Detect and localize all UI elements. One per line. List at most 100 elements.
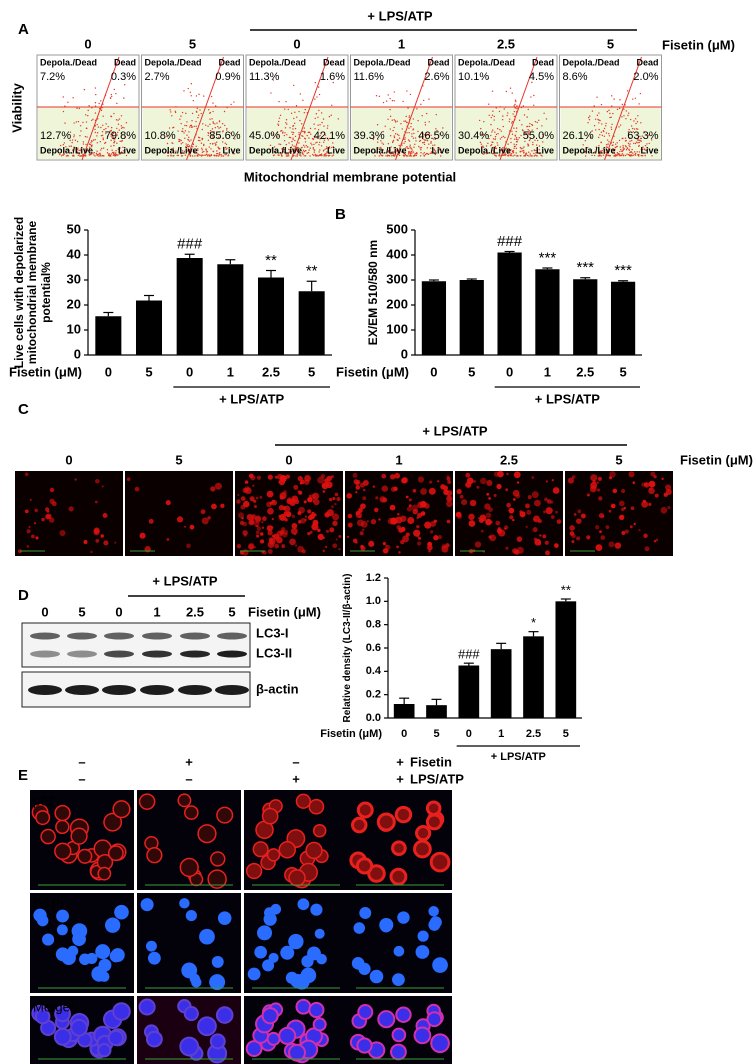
quadrant-value: 26.1% (563, 130, 594, 142)
cell (569, 525, 575, 531)
event-dot (317, 86, 320, 88)
event-dot (380, 146, 382, 149)
event-dot (209, 118, 211, 120)
quadrant-value: 85.6% (209, 130, 240, 142)
cell (598, 496, 603, 501)
band (217, 650, 247, 658)
event-dot (122, 152, 125, 154)
cell (35, 536, 39, 540)
band (180, 650, 210, 658)
error-bar (504, 250, 515, 253)
cell (372, 485, 376, 488)
event-dot (314, 136, 316, 139)
event-dot (79, 155, 82, 157)
event-dot (406, 90, 408, 92)
event-dot (536, 139, 539, 142)
event-dot (508, 150, 510, 153)
cell (408, 504, 412, 508)
event-dot (588, 119, 591, 121)
event-dot (492, 110, 494, 112)
event-dot (191, 155, 194, 157)
bar (459, 280, 484, 355)
quadrant-value: 2.7% (145, 71, 170, 83)
event-dot (270, 92, 272, 94)
event-dot (190, 148, 193, 151)
event-dot (75, 121, 78, 123)
gate-line (604, 56, 642, 161)
event-dot (502, 125, 504, 128)
event-dot (587, 122, 589, 124)
event-dot (309, 127, 312, 130)
event-dot (393, 119, 395, 121)
bar (135, 300, 163, 355)
event-dot (404, 140, 406, 143)
event-dot (316, 154, 318, 157)
event-dot (198, 93, 200, 96)
nucleus (98, 958, 112, 972)
cell (418, 536, 422, 540)
x-tick-label: 2.5 (262, 364, 280, 379)
event-dot (419, 139, 422, 142)
event-dot (209, 111, 212, 114)
dose-label: 1 (395, 452, 402, 467)
event-dot (372, 137, 375, 139)
event-dot (408, 147, 410, 150)
nucleus (288, 933, 304, 950)
cell (297, 476, 303, 482)
cell (417, 476, 425, 483)
x-tick-label: 0 (186, 364, 193, 379)
y-tick-label: 40 (67, 246, 81, 261)
cell (179, 857, 199, 878)
cell (466, 477, 474, 485)
event-dot (488, 103, 490, 105)
event-dot (177, 130, 179, 132)
event-dot (95, 152, 98, 155)
event-dot (436, 129, 438, 132)
cell (355, 857, 374, 875)
cell (447, 480, 452, 484)
condition-sign: – (78, 771, 85, 786)
event-dot (170, 111, 172, 113)
y-tick-label: 1.2 (366, 572, 381, 584)
event-dot (608, 132, 610, 135)
cell (101, 485, 104, 488)
event-dot (298, 132, 300, 134)
event-dot (409, 146, 411, 148)
event-dot (84, 135, 87, 138)
event-dot (171, 142, 173, 144)
event-dot (232, 152, 234, 155)
event-dot (323, 149, 325, 151)
event-dot (480, 143, 483, 145)
cell (176, 516, 184, 523)
event-dot (598, 145, 600, 147)
cell (571, 540, 575, 544)
event-dot (529, 138, 531, 140)
quadrant-name: Depola./Live (458, 145, 511, 155)
event-dot (185, 146, 187, 148)
event-dot (278, 143, 280, 145)
event-dot (110, 133, 112, 136)
event-dot (201, 151, 204, 153)
event-dot (438, 147, 440, 149)
event-dot (402, 151, 404, 153)
event-dot (396, 150, 398, 152)
cell (183, 525, 187, 528)
event-dot (609, 155, 612, 157)
event-dot (599, 134, 601, 136)
event-dot (440, 155, 442, 157)
quadrant-name: Depola./Live (40, 145, 93, 155)
cell (256, 524, 259, 528)
event-dot (408, 140, 411, 142)
dose-label: 5 (189, 36, 196, 51)
event-dot (87, 109, 89, 112)
event-dot (166, 135, 169, 138)
event-dot (540, 154, 542, 156)
quadrant-value: 39.3% (354, 130, 385, 142)
cell (430, 1033, 450, 1054)
cell (445, 489, 449, 493)
event-dot (213, 134, 215, 137)
event-dot (637, 138, 639, 140)
event-dot (68, 145, 71, 147)
event-dot (608, 149, 610, 151)
event-dot (212, 122, 215, 124)
